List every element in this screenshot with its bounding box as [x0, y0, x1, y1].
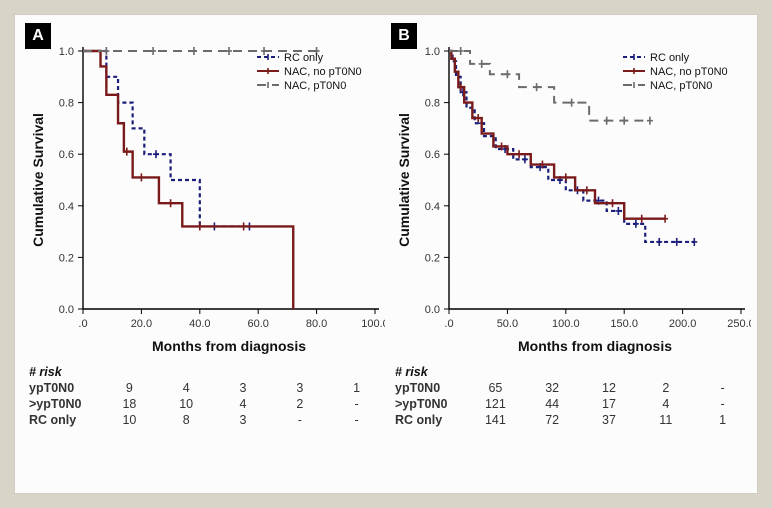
risk-cell: 11: [637, 413, 694, 427]
svg-text:Months from diagnosis: Months from diagnosis: [152, 338, 306, 354]
svg-text:Cumulative Survival: Cumulative Survival: [396, 113, 412, 247]
risk-cell: 2: [637, 381, 694, 395]
risk-cell: 3: [215, 413, 272, 427]
panel-label-B: B: [391, 23, 417, 49]
risk-cell: 72: [524, 413, 581, 427]
svg-text:Cumulative Survival: Cumulative Survival: [30, 113, 46, 247]
svg-text:1.0: 1.0: [425, 46, 440, 58]
risk-cell: 2: [271, 397, 328, 411]
risk-header: # risk: [395, 365, 751, 379]
svg-text:200.0: 200.0: [669, 318, 697, 330]
risk-row: ypT0N094331: [29, 381, 385, 395]
risk-cell: -: [328, 397, 385, 411]
svg-text:RC only: RC only: [650, 52, 690, 64]
km-chart-B: .0 50.0 100.0 150.0 200.0 250.0 0.0 0.2 0.4 0.6 0.…: [391, 23, 751, 363]
svg-text:0.6: 0.6: [425, 149, 440, 161]
svg-text:100.0: 100.0: [361, 318, 385, 330]
svg-text:250.0: 250.0: [727, 318, 751, 330]
svg-text:.0: .0: [444, 318, 453, 330]
svg-text:NAC, pT0N0: NAC, pT0N0: [284, 80, 346, 92]
risk-table-B: # riskypT0N06532122->ypT0N012144174-RC o…: [391, 365, 751, 427]
risk-key: RC only: [29, 413, 101, 427]
risk-row: >ypT0N012144174-: [395, 397, 751, 411]
svg-text:0.2: 0.2: [425, 252, 440, 264]
svg-text:150.0: 150.0: [610, 318, 638, 330]
risk-table-A: # riskypT0N094331>ypT0N0181042-RC only10…: [25, 365, 385, 427]
svg-text:Months from diagnosis: Months from diagnosis: [518, 338, 672, 354]
svg-text:50.0: 50.0: [497, 318, 518, 330]
risk-cell: -: [694, 397, 751, 411]
risk-cell: 4: [158, 381, 215, 395]
risk-cell: 8: [158, 413, 215, 427]
svg-text:100.0: 100.0: [552, 318, 580, 330]
risk-key: >ypT0N0: [395, 397, 467, 411]
svg-text:0.8: 0.8: [59, 98, 74, 110]
svg-text:0.4: 0.4: [59, 201, 74, 213]
svg-text:0.2: 0.2: [59, 252, 74, 264]
panel-B: B .0 50.0 100.0 150.0 200.0 250.0 0.0 0.2 0.4 0.6…: [391, 23, 751, 489]
risk-cell: 3: [271, 381, 328, 395]
panel-label-A: A: [25, 23, 51, 49]
risk-cell: 1: [694, 413, 751, 427]
risk-cell: 17: [581, 397, 638, 411]
svg-text:NAC, no pT0N0: NAC, no pT0N0: [284, 66, 362, 78]
km-chart-A: .0 20.0 40.0 60.0 80.0 100.0 0.0 0.2 0.4 0.6 0.8 1.…: [25, 23, 385, 363]
panel-A: A .0 20.0 40.0 60.0 80.0 100.0 0.0 0.2 0.4 0.6 0.8…: [25, 23, 385, 489]
risk-row: ypT0N06532122-: [395, 381, 751, 395]
risk-cell: 121: [467, 397, 524, 411]
svg-text:20.0: 20.0: [131, 318, 152, 330]
svg-text:RC only: RC only: [284, 52, 324, 64]
risk-key: RC only: [395, 413, 467, 427]
svg-text:1.0: 1.0: [59, 46, 74, 58]
risk-cell: 65: [467, 381, 524, 395]
figure-frame: A .020.040.060.080.0100.00.00.20.40.60.8…: [14, 14, 758, 494]
risk-header: # risk: [29, 365, 385, 379]
svg-text:0.4: 0.4: [425, 201, 440, 213]
risk-cell: 10: [101, 413, 158, 427]
svg-text:0.8: 0.8: [425, 98, 440, 110]
risk-cell: 4: [637, 397, 694, 411]
risk-cell: -: [271, 413, 328, 427]
risk-cell: 10: [158, 397, 215, 411]
risk-cell: -: [328, 413, 385, 427]
risk-row: RC only1417237111: [395, 413, 751, 427]
risk-key: >ypT0N0: [29, 397, 101, 411]
svg-text:40.0: 40.0: [189, 318, 210, 330]
risk-row: >ypT0N0181042-: [29, 397, 385, 411]
svg-text:60.0: 60.0: [247, 318, 268, 330]
svg-text:0.0: 0.0: [425, 304, 440, 316]
risk-cell: 4: [215, 397, 272, 411]
risk-key: ypT0N0: [395, 381, 467, 395]
svg-text:0.0: 0.0: [59, 304, 74, 316]
risk-key: ypT0N0: [29, 381, 101, 395]
risk-cell: 37: [581, 413, 638, 427]
svg-text:NAC, no pT0N0: NAC, no pT0N0: [650, 66, 728, 78]
risk-cell: 44: [524, 397, 581, 411]
chart-B-wrap: B .0 50.0 100.0 150.0 200.0 250.0 0.0 0.2 0.4 0.6…: [391, 23, 751, 363]
risk-cell: 18: [101, 397, 158, 411]
risk-cell: 32: [524, 381, 581, 395]
svg-text:NAC, pT0N0: NAC, pT0N0: [650, 80, 712, 92]
risk-cell: 12: [581, 381, 638, 395]
svg-text:80.0: 80.0: [306, 318, 327, 330]
svg-text:.0: .0: [78, 318, 87, 330]
risk-cell: 141: [467, 413, 524, 427]
risk-cell: -: [694, 381, 751, 395]
risk-cell: 3: [215, 381, 272, 395]
svg-text:0.6: 0.6: [59, 149, 74, 161]
chart-A-wrap: A .0 20.0 40.0 60.0 80.0 100.0 0.0 0.2 0.4 0.6 0.8…: [25, 23, 385, 363]
risk-cell: 1: [328, 381, 385, 395]
risk-row: RC only1083--: [29, 413, 385, 427]
risk-cell: 9: [101, 381, 158, 395]
